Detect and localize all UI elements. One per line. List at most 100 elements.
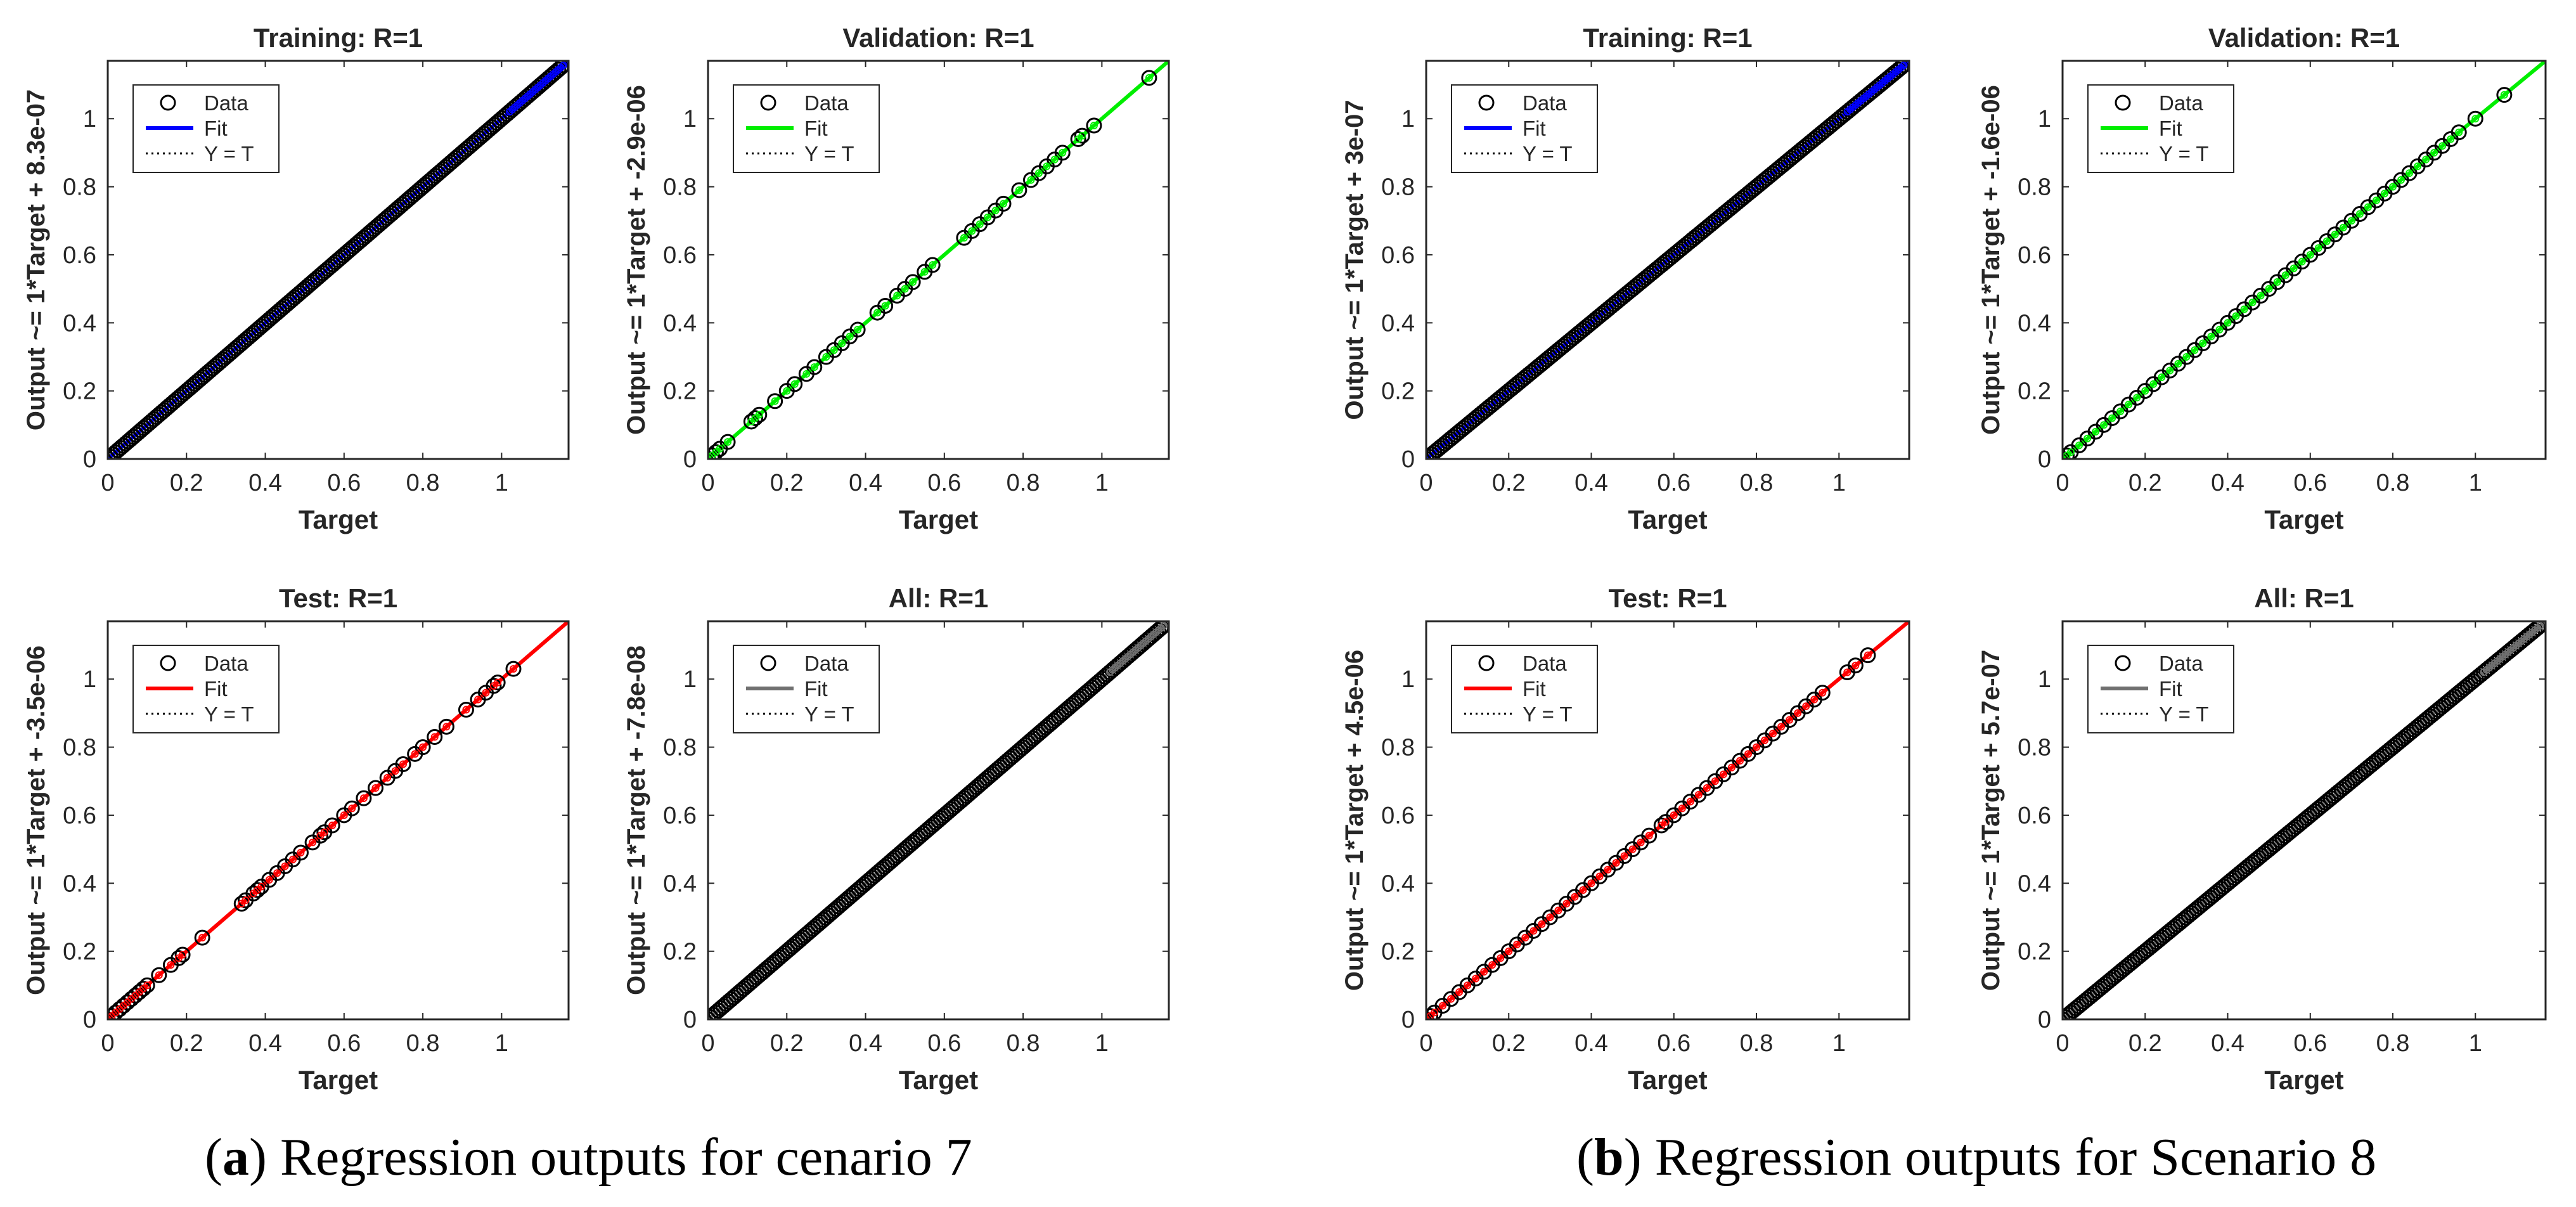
data-point-fill (1538, 920, 1546, 928)
x-tick-label: 0.8 (2376, 470, 2410, 496)
data-point-fill (2536, 621, 2544, 629)
y-tick-label: 1 (83, 106, 96, 132)
x-tick-label: 1 (1832, 470, 1846, 496)
data-point-fill (462, 706, 470, 714)
data-point-fill (1711, 777, 1719, 785)
data-point-fill (2397, 176, 2405, 184)
legend-label-yt: Y = T (1523, 702, 1573, 726)
legend-marker-data (760, 94, 776, 111)
data-point-fill (2347, 217, 2355, 225)
plot-title: Validation: R=1 (842, 23, 1034, 53)
data-point (924, 257, 941, 273)
x-tick-label: 0 (2056, 1030, 2069, 1057)
x-tick-label: 0.8 (2376, 1030, 2410, 1057)
x-tick-label: 0.6 (927, 1030, 961, 1057)
data-point-fill (2257, 292, 2265, 300)
data-point-fill (2133, 394, 2141, 402)
data-point-fill (2372, 197, 2380, 205)
data-point-fill (1794, 709, 1802, 717)
axes-frame (707, 620, 1170, 1021)
data-point-fill (822, 352, 830, 361)
data-point-fill (2364, 203, 2372, 211)
data-point-fill (790, 380, 799, 388)
legend-label-yt: Y = T (204, 702, 254, 726)
legend-label-yt: Y = T (2159, 142, 2209, 165)
y-tick-label: 1 (2038, 106, 2051, 132)
data-point (489, 674, 506, 691)
caption-a: (a) Regression outputs for cenario 7 (205, 1128, 972, 1187)
y-tick-label: 0.6 (1381, 242, 1415, 269)
legend-label-data: Data (1523, 652, 1567, 675)
y-tick-label: 0.4 (2018, 870, 2051, 897)
data-point (135, 981, 151, 997)
data-point-fill (960, 234, 968, 242)
data-point-fill (1744, 750, 1752, 758)
legend-label-fit: Fit (1523, 677, 1546, 700)
y-tick-label: 0.8 (63, 174, 96, 201)
data-point-fill (411, 750, 419, 758)
x-tick-label: 0.4 (1575, 1030, 1608, 1057)
data-point-fill (2116, 407, 2125, 415)
data-point (1847, 657, 1864, 674)
data-point-fill (830, 346, 838, 354)
x-tick-label: 0.4 (248, 470, 282, 496)
plot-title: All: R=1 (889, 583, 989, 613)
data-point-fill (1000, 200, 1008, 208)
data-point-fill (1562, 900, 1571, 908)
data-point-fill (1571, 893, 1579, 901)
data-point (2496, 87, 2513, 103)
data-point (427, 728, 443, 745)
data-point-fill (1802, 702, 1810, 711)
data-point-fill (1059, 148, 1067, 157)
y-tick-label: 0.2 (1381, 939, 1415, 965)
data-point-fill (1145, 74, 1153, 82)
data-point (719, 434, 736, 450)
data-point (1896, 61, 1909, 74)
y-tick-label: 0.2 (663, 939, 697, 965)
data-point-fill (281, 862, 289, 870)
x-tick-label: 0.6 (327, 470, 361, 496)
data-point-fill (909, 278, 917, 286)
data-point-fill (1480, 967, 1488, 976)
data-point (1074, 127, 1090, 144)
regression-plot: 0 0.2 0.4 0.6 0.8 1 0 0.2 0.4 0.6 0.8 1 Test: R=1 Tar… (22, 583, 570, 1095)
data-point-fill (1604, 865, 1612, 874)
y-tick-label: 0.4 (1381, 870, 1415, 897)
data-point-fill (2331, 230, 2339, 238)
data-point-fill (559, 61, 567, 69)
y-tick-label: 0 (83, 446, 96, 473)
x-tick-label: 0 (701, 1030, 714, 1057)
data-point-fill (1027, 176, 1035, 184)
y-tick-label: 0 (683, 446, 697, 473)
x-tick-label: 1 (1832, 1030, 1846, 1057)
data-point-fill (2281, 271, 2289, 280)
data-point-fill (968, 227, 976, 235)
data-point (905, 274, 921, 290)
y-tick-label: 0.2 (63, 939, 96, 965)
x-tick-label: 0 (1419, 1030, 1433, 1057)
data-point-fill (1034, 169, 1043, 178)
data-point (151, 967, 167, 983)
data-point (1860, 647, 1876, 664)
legend-label-data: Data (804, 91, 849, 115)
data-point-fill (383, 773, 392, 782)
data-point-fill (242, 896, 250, 905)
legend-box (132, 645, 280, 733)
x-tick-label: 0.6 (927, 470, 961, 496)
x-tick-label: 0.6 (1657, 1030, 1690, 1057)
data-point (2063, 448, 2075, 459)
regression-plot: 0 0.2 0.4 0.6 0.8 1 0 0.2 0.4 0.6 0.8 1 Training: R=… (1341, 23, 1910, 534)
y-tick-label: 0.8 (2018, 174, 2051, 201)
data-point-fill (2149, 380, 2158, 388)
y-tick-label: 0.4 (663, 870, 697, 897)
data-point-fill (1015, 186, 1023, 194)
x-tick-label: 1 (1095, 1030, 1109, 1057)
y-tick-label: 0.4 (663, 310, 697, 337)
x-axis-label: Target (899, 1065, 978, 1095)
data-point-fill (1505, 947, 1513, 955)
x-axis-label: Target (1628, 1065, 1707, 1095)
data-point-fill (399, 760, 408, 768)
data-point-fill (1159, 621, 1168, 629)
